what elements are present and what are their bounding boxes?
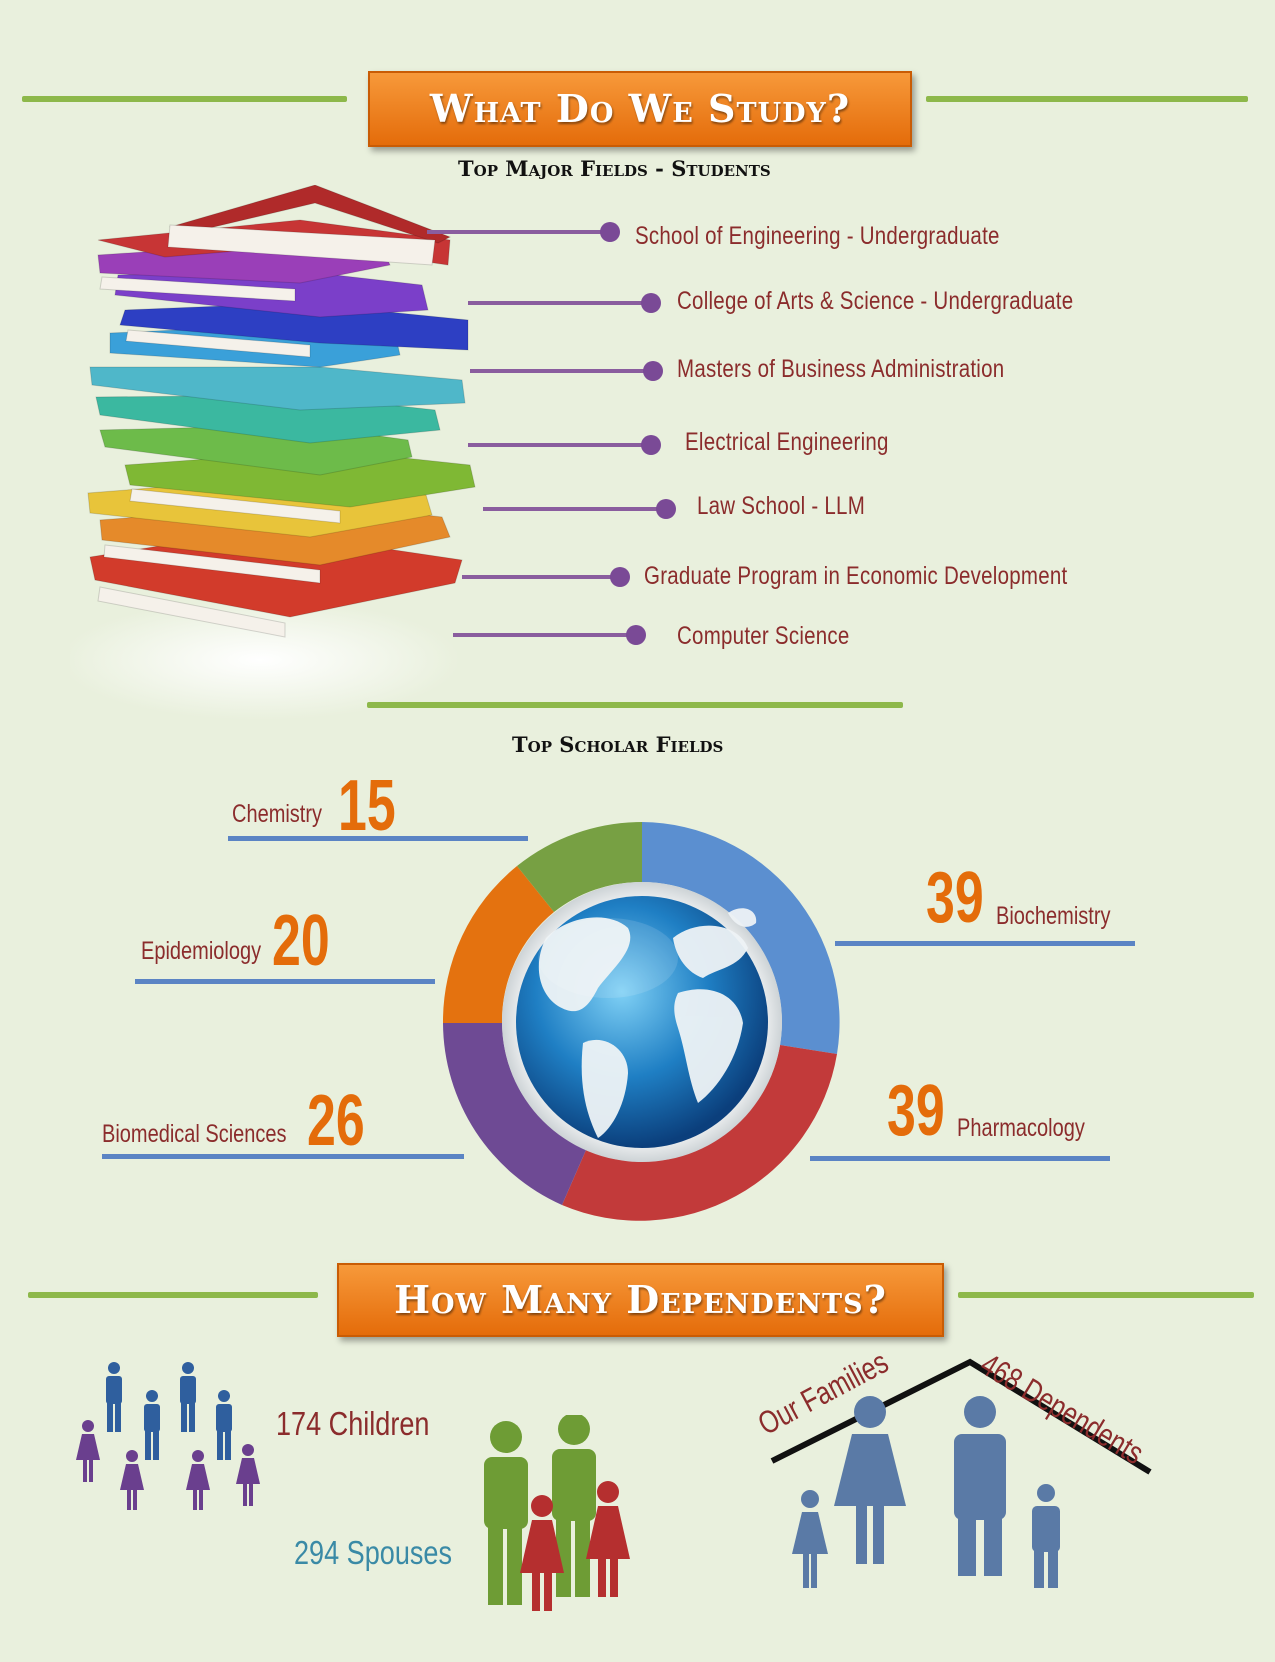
header-rule-right: [926, 96, 1248, 102]
dependents-rule-left: [28, 1292, 318, 1298]
scholar-line-biomedical: [102, 1154, 464, 1159]
spouses-count: 294 Spouses: [294, 1534, 452, 1571]
field-pointer-dot: [626, 625, 646, 645]
scholar-count-chemistry: 15: [338, 766, 396, 846]
scholar-name-biochemistry: Biochemistry: [996, 902, 1111, 930]
field-label-econ-dev: Graduate Program in Economic Development: [644, 562, 1068, 590]
scholar-name-epidemiology: Epidemiology: [141, 937, 262, 965]
field-pointer-line: [462, 575, 622, 579]
field-pointer-dot: [643, 361, 663, 381]
section-divider: [367, 702, 903, 708]
field-pointer-dot: [641, 435, 661, 455]
field-label-mba: Masters of Business Administration: [677, 355, 1005, 383]
scholar-line-biochemistry: [835, 941, 1135, 946]
scholar-count-biomedical: 26: [307, 1081, 365, 1161]
stack-of-books-icon: [70, 185, 476, 720]
scholar-name-chemistry: Chemistry: [232, 800, 323, 828]
field-label-arts-science: College of Arts & Science - Undergraduat…: [677, 287, 1074, 315]
scholar-line-chemistry: [228, 836, 528, 841]
study-banner: What Do We Study?: [368, 71, 912, 147]
field-pointer-line: [483, 507, 663, 511]
dependents-banner: How Many Dependents?: [337, 1263, 944, 1337]
children-figures-icon: [76, 1362, 260, 1510]
field-pointer-line: [468, 301, 648, 305]
scholar-line-epidemiology: [135, 979, 435, 984]
scholar-count-biochemistry: 39: [926, 858, 984, 938]
children-count: 174 Children: [276, 1405, 430, 1442]
field-pointer-line: [453, 633, 633, 637]
field-pointer-dot: [610, 567, 630, 587]
field-pointer-line: [427, 230, 607, 234]
dependents-rule-right: [958, 1292, 1254, 1298]
field-pointer-dot: [641, 293, 661, 313]
field-pointer-dot: [600, 222, 620, 242]
field-pointer-dot: [656, 499, 676, 519]
students-heading: Top Major Fields - Students: [458, 156, 771, 181]
scholar-count-epidemiology: 20: [272, 901, 330, 981]
couple-figures-icon: [484, 1415, 630, 1611]
scholar-count-pharmacology: 39: [887, 1071, 945, 1151]
field-pointer-line: [468, 443, 648, 447]
field-label-engineering: School of Engineering - Undergraduate: [635, 222, 1000, 250]
scholar-line-pharmacology: [810, 1156, 1110, 1161]
field-label-cs: Computer Science: [677, 622, 850, 650]
scholar-name-pharmacology: Pharmacology: [957, 1114, 1085, 1142]
field-pointer-line: [470, 369, 650, 373]
field-label-law: Law School - LLM: [697, 492, 866, 520]
family-house-icon: [770, 1358, 1152, 1588]
header-rule-left: [22, 96, 347, 102]
world-globe-icon: [442, 822, 840, 1221]
field-label-electrical: Electrical Engineering: [685, 428, 889, 456]
scholar-name-biomedical: Biomedical Sciences: [102, 1120, 287, 1148]
scholars-heading: Top Scholar Fields: [512, 732, 724, 757]
